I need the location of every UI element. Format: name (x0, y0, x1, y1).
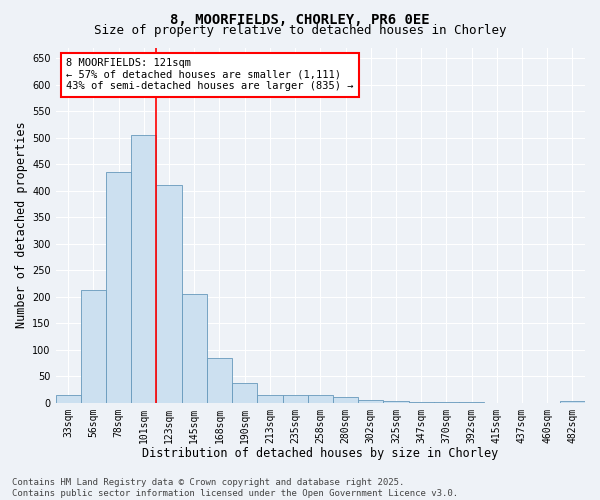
Bar (157, 186, 182, 402)
Bar (308, 396, 333, 402)
Bar (106, 172, 131, 402)
Bar (182, 294, 207, 403)
Bar (56, 395, 81, 402)
Y-axis label: Number of detached properties: Number of detached properties (15, 122, 28, 328)
Text: Size of property relative to detached houses in Chorley: Size of property relative to detached ho… (94, 24, 506, 37)
Bar (131, 135, 157, 402)
Bar (358, 400, 383, 402)
Bar (207, 358, 232, 403)
Bar (283, 396, 308, 402)
X-axis label: Distribution of detached houses by size in Chorley: Distribution of detached houses by size … (142, 447, 499, 460)
Text: 8, MOORFIELDS, CHORLEY, PR6 0EE: 8, MOORFIELDS, CHORLEY, PR6 0EE (170, 12, 430, 26)
Bar (560, 401, 585, 402)
Bar (383, 401, 409, 402)
Bar (81, 290, 106, 403)
Bar (232, 383, 257, 402)
Bar (333, 398, 358, 402)
Text: 8 MOORFIELDS: 121sqm
← 57% of detached houses are smaller (1,111)
43% of semi-de: 8 MOORFIELDS: 121sqm ← 57% of detached h… (66, 58, 354, 92)
Bar (257, 395, 283, 402)
Text: Contains HM Land Registry data © Crown copyright and database right 2025.
Contai: Contains HM Land Registry data © Crown c… (12, 478, 458, 498)
